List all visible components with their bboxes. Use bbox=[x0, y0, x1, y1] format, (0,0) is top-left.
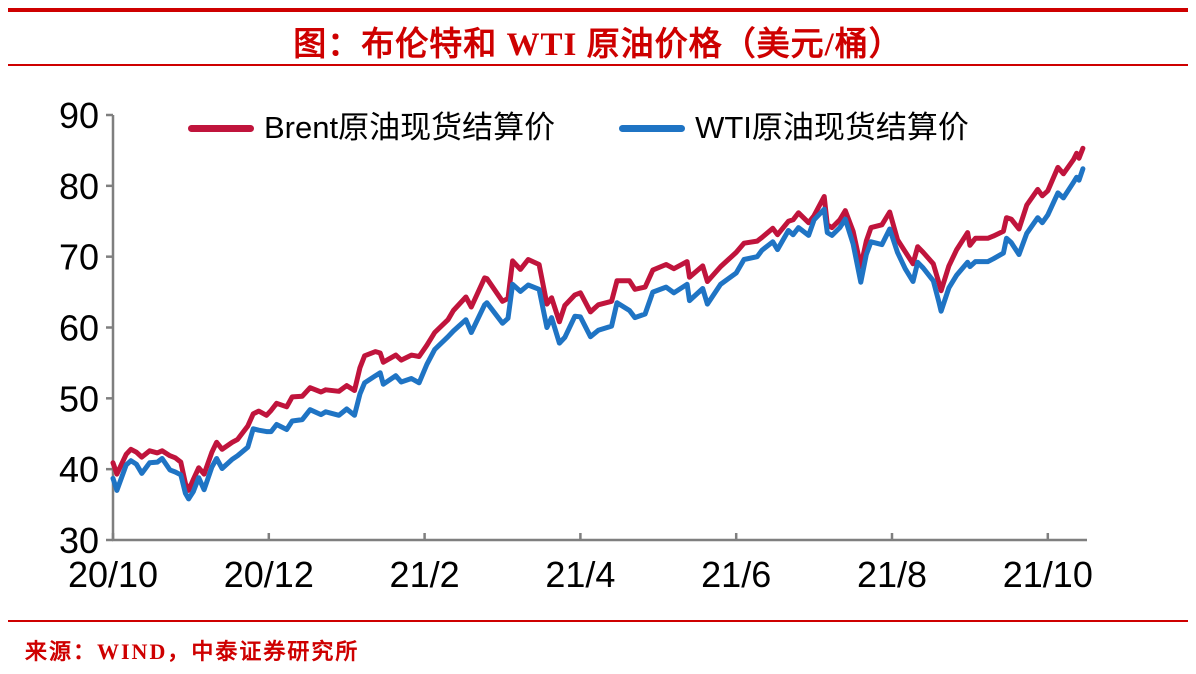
top-rule bbox=[8, 8, 1188, 12]
wti-line bbox=[110, 166, 1086, 502]
source-note: 来源：WIND，中泰证券研究所 bbox=[25, 639, 360, 664]
footer-divider-rule bbox=[8, 620, 1188, 622]
title-divider-rule bbox=[8, 64, 1188, 66]
page-title: 图：布伦特和 WTI 原油价格（美元/桶） bbox=[293, 27, 903, 63]
x-tick-label: 20/12 bbox=[224, 554, 314, 595]
y-tick-label: 80 bbox=[59, 166, 99, 207]
y-tick-label: 50 bbox=[59, 378, 99, 419]
brent-legend-label: Brent原油现货结算价 bbox=[264, 110, 556, 145]
y-tick-label: 90 bbox=[59, 95, 99, 136]
x-tick-label: 21/8 bbox=[857, 554, 927, 595]
wti-legend-label: WTI原油现货结算价 bbox=[695, 110, 969, 145]
x-tick-label: 20/10 bbox=[68, 554, 158, 595]
x-tick-label: 21/10 bbox=[1003, 554, 1093, 595]
legend-item-wti: WTI原油现货结算价 bbox=[619, 111, 969, 145]
y-tick-label: 40 bbox=[59, 449, 99, 490]
brent-line-swatch bbox=[188, 124, 254, 132]
y-tick-label: 30 bbox=[59, 520, 99, 561]
y-tick-label: 60 bbox=[59, 308, 99, 349]
wti-line-swatch bbox=[619, 124, 686, 132]
x-tick-label: 21/4 bbox=[545, 554, 615, 595]
legend: Brent原油现货结算价 WTI原油现货结算价 bbox=[188, 111, 969, 145]
x-tick-label: 21/6 bbox=[701, 554, 771, 595]
brent-line bbox=[110, 145, 1086, 493]
x-tick-label: 21/2 bbox=[390, 554, 460, 595]
legend-item-brent: Brent原油现货结算价 bbox=[188, 111, 555, 145]
y-tick-label: 70 bbox=[59, 237, 99, 278]
